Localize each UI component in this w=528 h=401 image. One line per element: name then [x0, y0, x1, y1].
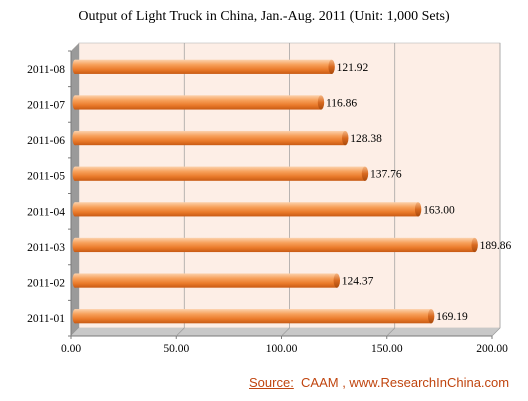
bar-end-cap: [328, 59, 335, 74]
gridline-floor: [281, 327, 290, 337]
gridline-floor: [491, 327, 501, 337]
bar-value-label: 163.00: [423, 204, 455, 216]
bar-end-cap: [333, 273, 340, 288]
bar-base-cap: [72, 202, 78, 217]
y-tick-label: 2011-02: [27, 278, 65, 290]
bar-2011-05: [72, 166, 369, 181]
bar-body: [75, 95, 321, 110]
bar-2011-03: [72, 237, 478, 253]
bar-body: [75, 130, 346, 146]
bar-2011-07: [72, 95, 325, 110]
x-tick-label: 200.00: [476, 343, 508, 355]
bar-2011-02: [72, 273, 340, 288]
bar-2011-06: [72, 130, 349, 146]
y-tick-label: 2011-07: [27, 99, 65, 111]
bar-value-label: 121.92: [337, 62, 369, 74]
y-tick-label: 2011-03: [27, 242, 65, 254]
bar-base-cap: [72, 166, 78, 181]
y-tick-label: 2011-06: [27, 135, 65, 147]
bar-base-cap: [72, 237, 78, 253]
bar-value-label: 124.37: [342, 276, 374, 288]
bar-2011-01: [72, 309, 435, 324]
gridline-floor: [176, 327, 185, 337]
bar-2011-08: [72, 59, 335, 74]
bar-base-cap: [72, 273, 78, 288]
bar-body: [75, 273, 337, 288]
source-note: Source: CAAM , www.ResearchInChina.com: [249, 375, 519, 390]
bar-body: [75, 202, 419, 217]
bar-end-cap: [317, 95, 325, 110]
bar-2011-04: [72, 202, 422, 217]
x-tick-label: 50.00: [163, 343, 189, 355]
bar-base-cap: [72, 95, 78, 110]
source-text: CAAM , www.ResearchInChina.com: [293, 375, 510, 390]
source-label: Source:: [249, 375, 294, 390]
x-tick-label: 100.00: [266, 343, 298, 355]
bar-value-label: 116.86: [326, 97, 357, 109]
bar-end-cap: [414, 202, 422, 217]
gridline-floor: [386, 327, 395, 337]
bar-value-label: 169.19: [436, 311, 468, 323]
chart-title: Output of Light Truck in China, Jan.-Aug…: [78, 9, 450, 24]
bar-body: [75, 166, 365, 181]
y-tick-label: 2011-04: [27, 206, 65, 218]
y-tick-label: 2011-05: [27, 171, 65, 183]
plot-side-wall: [71, 43, 79, 336]
bar-base-cap: [72, 309, 78, 324]
bar-body: [75, 59, 332, 74]
y-tick-label: 2011-08: [27, 64, 65, 76]
bar-end-cap: [342, 130, 349, 146]
bar-value-label: 128.38: [350, 133, 382, 145]
bar-body: [75, 237, 475, 253]
bar-end-cap: [427, 309, 435, 324]
bar-base-cap: [72, 130, 78, 146]
bar-body: [75, 309, 432, 324]
bar-base-cap: [72, 59, 78, 74]
x-tick-label: 150.00: [371, 343, 403, 355]
bar-value-label: 137.76: [370, 169, 402, 181]
bar-value-label: 189.86: [480, 240, 512, 252]
bar-end-cap: [471, 237, 478, 253]
x-tick-label: 0.00: [61, 343, 81, 355]
y-tick-label: 2011-01: [27, 313, 65, 325]
bar-end-cap: [361, 166, 369, 181]
